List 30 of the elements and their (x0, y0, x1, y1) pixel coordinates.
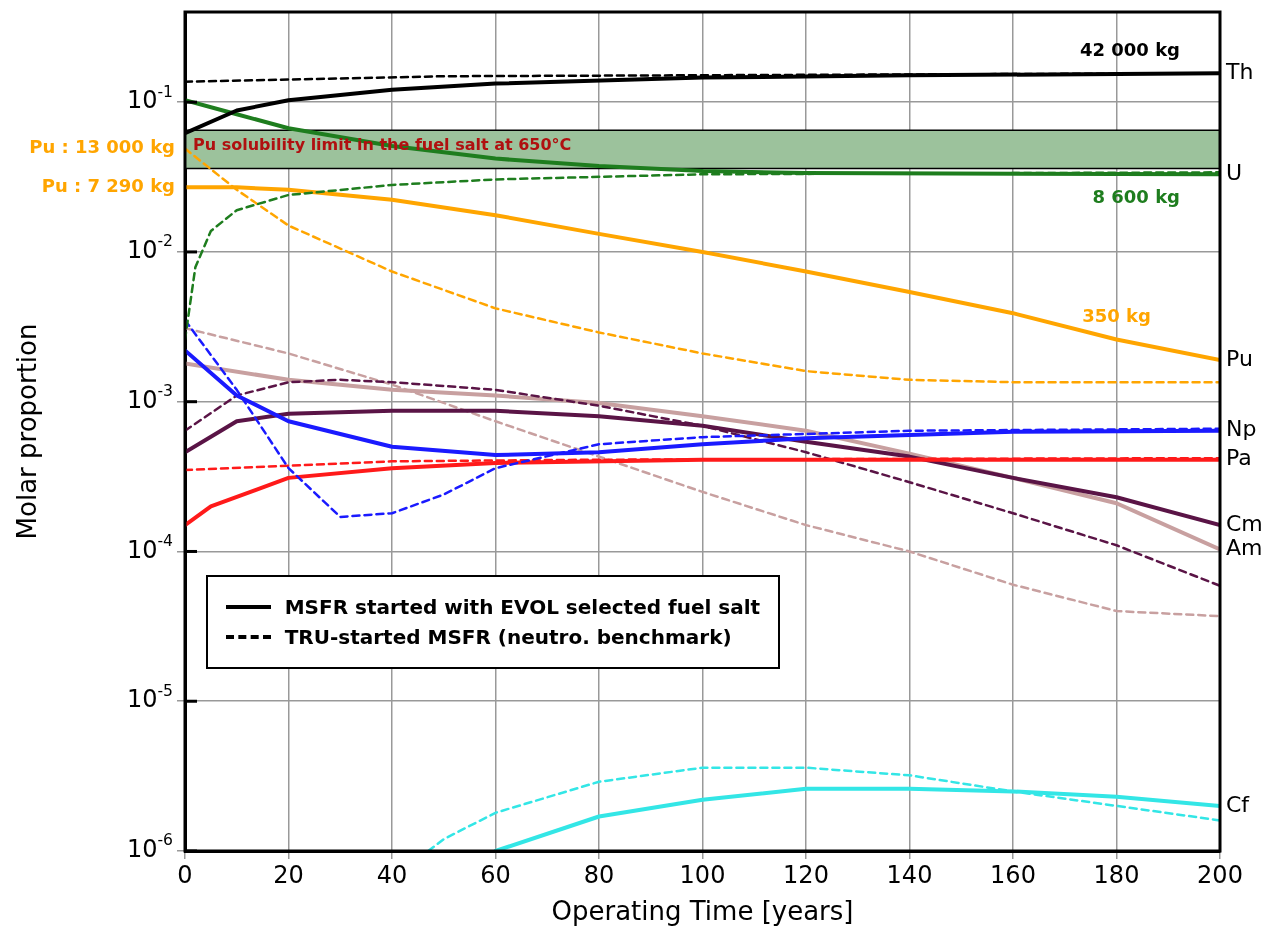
x-tick-label: 100 (679, 860, 726, 889)
series-label: Cm (1226, 510, 1263, 536)
x-tick-label: 20 (273, 860, 304, 889)
x-axis-title: Operating Time [years] (551, 896, 854, 927)
x-tick-label: 80 (583, 860, 615, 889)
x-tick-label: 140 (886, 860, 933, 889)
series-label: Pu (1226, 345, 1253, 371)
x-tick-label: 60 (480, 860, 511, 889)
series-label: Np (1226, 416, 1257, 442)
x-tick-label: 180 (1093, 860, 1140, 889)
annotation: 42 000 kg (1079, 38, 1180, 60)
annotation: MSFR started with EVOL selected fuel salt (284, 594, 761, 619)
series-label: Th (1225, 58, 1254, 84)
x-tick-label: 40 (376, 860, 408, 889)
series-label: Am (1226, 535, 1263, 561)
x-tick-label: 120 (783, 860, 829, 889)
x-tick-label: 0 (177, 860, 193, 889)
y-axis-title: Molar proportion (12, 323, 43, 540)
annotation: 8 600 kg (1092, 185, 1180, 207)
series-label: U (1226, 160, 1243, 185)
key-panel: MSFR started with EVOL selected fuel salt TRU-started MSFR (neutro. benchmark) (205, 574, 781, 669)
line-series (426, 766, 1220, 851)
annotation: Pu : 13 000 kg (29, 136, 175, 158)
annotation: TRU-started MSFR (neutro. benchmark) (284, 624, 732, 649)
series-label: Cf (1226, 791, 1251, 817)
x-tick-label: 200 (1197, 860, 1243, 889)
annotation: 350 kg (1082, 305, 1151, 327)
series-label: Pa (1226, 445, 1252, 471)
x-tick-label: 160 (990, 860, 1036, 889)
annotation: Pu : 7 290 kg (41, 175, 175, 196)
